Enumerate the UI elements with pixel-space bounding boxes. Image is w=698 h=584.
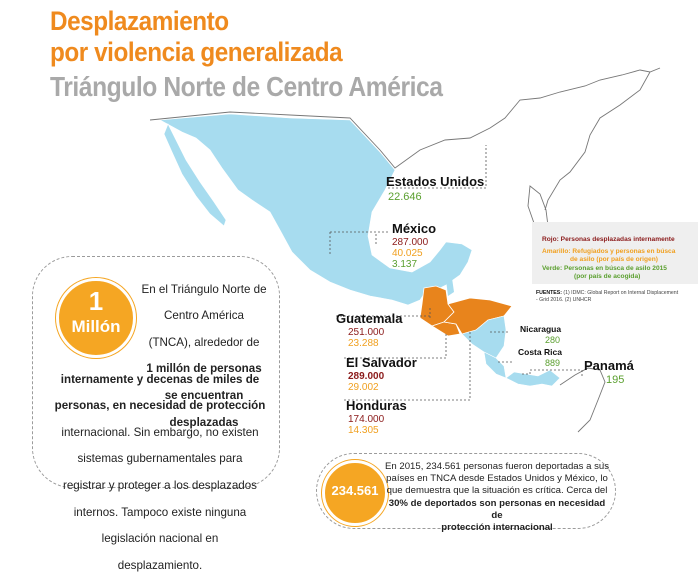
million-line: (TNCA), alrededor de (148, 335, 260, 349)
mexico-shape (158, 113, 473, 306)
panama-shape (505, 369, 561, 387)
value-nicaragua-green: 280 (545, 335, 561, 345)
label-mexico: México (392, 221, 437, 236)
deported-number: 234.561 (331, 483, 379, 498)
deported-box (316, 453, 616, 529)
nicaragua-shape (461, 315, 507, 359)
million-box (32, 256, 280, 488)
label-panama: Panamá (584, 358, 634, 373)
million-line: En el Triángulo Norte de (141, 282, 267, 296)
million-line: registrar y proteger a los desplazados (63, 478, 257, 492)
value-el-salvador-red: 289.000 (348, 371, 385, 382)
value-el-salvador-yellow: 29.002 (348, 382, 379, 393)
value-costa-rica-green: 889 (545, 358, 561, 368)
sources-note: FUENTES: (1) IDMC: Global Report on Inte… (536, 290, 678, 304)
million-number: 1 (88, 286, 104, 316)
million-line: Centro América (164, 309, 244, 323)
million-line: internos. Tampoco existe ninguna (73, 505, 247, 519)
legend: Rojo: Personas desplazadas internamente … (532, 222, 698, 284)
legend-green-1: Verde: Personas en búsca de asilo 2015 (542, 265, 667, 272)
legend-yellow-2: de asilo (por país de origen) (570, 255, 658, 263)
million-text-top: En el Triángulo Norte de Centro América … (132, 270, 276, 441)
value-panama-green: 195 (606, 374, 625, 386)
value-guatemala-red: 251.000 (348, 327, 385, 338)
label-guatemala: Guatemala (336, 311, 403, 326)
million-line: internamente y decenas de miles de (60, 372, 260, 386)
label-nicaragua: Nicaragua (520, 324, 562, 334)
value-guatemala-yellow: 23.288 (348, 338, 379, 349)
leader-lines (329, 145, 583, 401)
value-mexico-green: 3.137 (392, 259, 418, 270)
million-line: desplazamiento. (117, 558, 203, 572)
legend-yellow-1: Amarillo: Refugiados y personas en búsca (542, 248, 676, 255)
label-costa-rica: Costa Rica (518, 347, 562, 357)
title-line-1: Desplazamiento (50, 6, 229, 36)
million-line: personas, en necesidad de protección (54, 399, 266, 413)
million-line: se encuentran (164, 388, 244, 402)
label-honduras: Honduras (346, 398, 407, 413)
deported-line: países en TNCA desde Estados Unidos y Mé… (386, 473, 608, 485)
deported-line: En 2015, 234.561 personas fueron deporta… (384, 461, 610, 472)
million-unit: Millón (71, 317, 121, 336)
million-line: sistemas gubernamentales para (77, 452, 243, 466)
belize-shape (446, 278, 454, 296)
el-salvador-shape (431, 321, 461, 337)
value-honduras-red: 174.000 (348, 414, 385, 425)
value-usa-green: 22.646 (388, 191, 422, 203)
deported-badge: 234.561 (322, 460, 388, 526)
million-badge: 1 Millón (56, 278, 136, 358)
title-line-3: Triángulo Norte de Centro América (50, 71, 443, 102)
usa-outline (149, 67, 661, 211)
deported-text: En 2015, 234.561 personas fueron deporta… (384, 461, 610, 534)
value-mexico-yellow: 40.025 (392, 248, 423, 259)
sources-line-1: (1) IDMC: Global Report on Internal Disp… (563, 290, 679, 296)
million-line: internacional. Sin embargo, no existen (61, 425, 259, 439)
value-honduras-yellow: 14.305 (348, 425, 379, 436)
label-usa: Estados Unidos (386, 174, 485, 189)
deported-line: 30% de deportados son personas en necesi… (388, 497, 606, 521)
deported-line: protección internacional (441, 522, 553, 534)
legend-green-2: (por país de acogida) (574, 272, 641, 280)
million-line: desplazadas (169, 415, 239, 429)
million-text-bottom: internamente y decenas de miles de perso… (44, 360, 276, 584)
million-line: 1 millón de personas (146, 362, 262, 376)
deported-line: que demuestra que la situación es crític… (386, 485, 608, 497)
sources-line-2: - Grid 2016. (2) UNHCR (536, 297, 592, 303)
label-el-salvador: El Salvador (346, 355, 417, 370)
baja-shape (163, 123, 227, 227)
title-line-2: por violencia generalizada (50, 37, 343, 67)
value-mexico-red: 287.000 (392, 237, 429, 248)
legend-red: Rojo: Personas desplazadas internamente (542, 236, 675, 243)
sources-label: FUENTES: (536, 290, 562, 296)
colombia-outline (559, 367, 606, 433)
